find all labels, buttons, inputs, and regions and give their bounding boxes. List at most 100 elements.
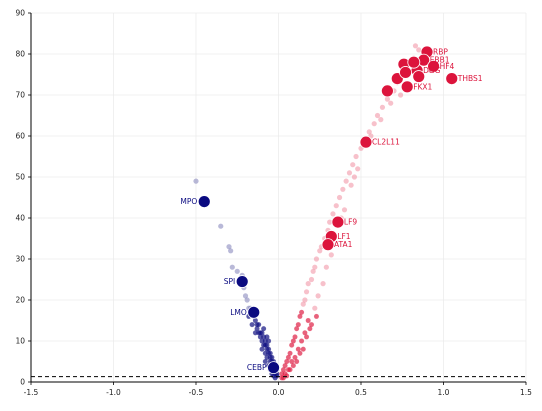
data-point <box>281 367 286 373</box>
gene-label: LMO <box>230 308 247 317</box>
data-point <box>304 334 309 340</box>
data-point <box>328 252 334 258</box>
grid-lines <box>30 12 527 383</box>
data-point <box>292 355 298 360</box>
data-point <box>266 346 271 352</box>
x-tick-label: 1.5 <box>520 388 532 397</box>
x-tick-label: -0.5 <box>189 388 204 397</box>
data-point <box>343 178 349 184</box>
data-point <box>289 359 295 364</box>
data-point <box>295 346 301 352</box>
x-tick-label: 1.0 <box>438 388 450 397</box>
x-tick-label: -1.0 <box>106 388 121 397</box>
data-point <box>261 334 267 340</box>
gene-label: RBP <box>433 47 448 56</box>
y-tick-label: 70 <box>15 91 25 100</box>
data-point <box>346 170 353 176</box>
y-tick-label: 0 <box>20 378 25 387</box>
data-point <box>299 309 304 315</box>
y-tick-label: 20 <box>15 296 25 305</box>
data-point <box>303 289 310 295</box>
gene-label: DGG <box>423 66 441 75</box>
data-point <box>259 330 265 336</box>
y-tick-label: 30 <box>15 255 25 264</box>
y-tick-label: 50 <box>15 173 25 182</box>
data-point <box>290 363 296 368</box>
data-point <box>266 338 271 344</box>
data-point <box>302 297 308 303</box>
data-point <box>254 326 260 332</box>
data-point <box>351 174 357 180</box>
gene-label: LF9 <box>344 218 357 227</box>
highlighted-point <box>247 305 261 319</box>
data-point <box>287 367 293 373</box>
data-point <box>299 338 304 344</box>
highlighted-point <box>267 361 280 375</box>
data-point <box>350 162 356 168</box>
highlighted-point <box>235 275 249 288</box>
highlighted-point <box>399 66 412 79</box>
data-point <box>307 326 313 332</box>
axes: -1.5 -1.0 -0.5 0.0 0.5 1.0 1.5 0 10 20 30 40 50 60 70 8… <box>15 9 532 398</box>
data-point <box>259 346 265 352</box>
data-point <box>226 244 232 250</box>
data-point <box>333 203 339 209</box>
x-tick-label: 0.0 <box>273 388 285 397</box>
data-point <box>279 371 285 377</box>
y-tick-label: 40 <box>15 214 25 223</box>
data-point <box>218 223 224 229</box>
data-point <box>253 318 258 323</box>
data-point <box>341 207 348 213</box>
data-point <box>323 264 329 270</box>
highlighted-point <box>412 70 426 83</box>
data-point <box>310 268 316 274</box>
highlighted-point <box>331 215 345 229</box>
highlighted-point <box>359 135 373 149</box>
highlighted-points <box>197 45 459 375</box>
data-point <box>308 276 315 283</box>
gene-label: EBB1 <box>430 56 450 65</box>
data-point <box>300 301 306 307</box>
gene-label: CEBP <box>247 363 267 372</box>
data-point <box>228 248 234 254</box>
highlighted-point <box>380 84 394 98</box>
data-point <box>371 121 377 127</box>
data-point <box>282 363 288 368</box>
data-point <box>327 219 333 225</box>
data-point <box>315 293 321 299</box>
data-point <box>378 117 384 123</box>
data-point <box>244 297 250 303</box>
data-point <box>374 112 381 119</box>
data-point <box>330 211 336 217</box>
data-point <box>256 330 262 336</box>
data-point <box>379 104 386 110</box>
data-point <box>297 314 303 319</box>
data-point <box>262 359 268 364</box>
data-point <box>295 322 301 327</box>
highlighted-point <box>197 195 211 209</box>
data-point <box>317 248 323 254</box>
gene-label: SPI <box>224 277 236 286</box>
data-point <box>261 326 267 332</box>
data-point <box>305 318 311 323</box>
gene-label: LF1 <box>337 232 350 241</box>
data-point <box>312 305 318 311</box>
data-point <box>313 256 320 262</box>
data-point <box>261 342 267 348</box>
data-point <box>302 330 308 336</box>
data-point <box>412 43 419 49</box>
gene-label: HF4 <box>440 62 455 71</box>
data-point <box>264 334 270 340</box>
highlighted-point <box>445 72 459 85</box>
gene-label: ATA1 <box>334 240 353 249</box>
highlighted-point <box>400 80 414 94</box>
data-point <box>297 350 303 356</box>
data-point <box>353 153 359 160</box>
data-point <box>287 350 293 356</box>
data-point <box>384 96 390 102</box>
data-point <box>305 281 311 287</box>
data-point <box>267 350 273 356</box>
highlighted-point <box>427 59 441 73</box>
